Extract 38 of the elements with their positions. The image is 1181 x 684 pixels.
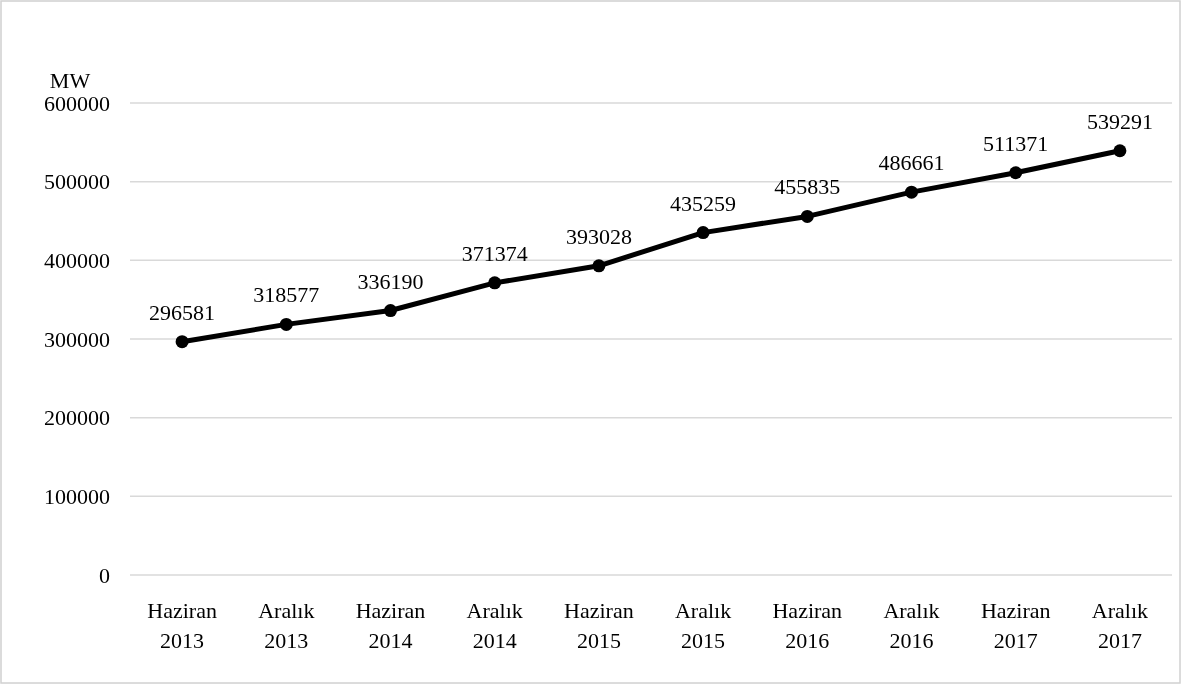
x-tick-label: Aralık 2016: [883, 598, 940, 653]
data-label: 393028: [565, 223, 632, 249]
x-tick-label: Aralık 2014: [466, 598, 523, 653]
point: [696, 226, 710, 240]
data-label: 511371: [983, 130, 1049, 156]
point: [175, 335, 189, 349]
y-tick-label: 500000: [44, 169, 110, 195]
data-label: 486661: [878, 150, 945, 176]
point: [800, 209, 814, 223]
y-tick-label: 300000: [44, 326, 110, 352]
point: [905, 185, 918, 199]
x-tick-label: Aralık 2015: [675, 598, 732, 653]
y-tick-label: 0: [99, 562, 110, 588]
data-label: 539291: [1086, 108, 1153, 134]
y-tick-label: 600000: [44, 90, 110, 116]
x-tick-label: Haziran 2016: [772, 598, 843, 653]
point: [1009, 166, 1023, 180]
point: [279, 317, 293, 331]
point: [592, 259, 606, 273]
x-tick-label: Haziran 2014: [355, 598, 426, 653]
data-label: 435259: [670, 190, 737, 216]
x-tick-label: Haziran 2017: [980, 598, 1051, 653]
x-tick-label: Haziran 2015: [564, 598, 634, 653]
x-tick-label: Aralık 2013: [258, 598, 315, 653]
point: [1113, 144, 1127, 158]
x-tick-label: Aralık 2017: [1091, 598, 1148, 653]
y-tick-label: 200000: [44, 405, 110, 431]
point: [488, 276, 502, 290]
x-tick-label: Haziran 2013: [147, 598, 217, 653]
y-tick-label: 100000: [44, 484, 110, 510]
data-label: 296581: [149, 299, 216, 325]
data-label: 455835: [774, 174, 841, 200]
y-tick-label: 400000: [44, 248, 110, 274]
y-axis-title: MW: [49, 68, 91, 93]
point: [384, 304, 397, 318]
data-label: 371374: [461, 240, 528, 266]
data-label: 318577: [253, 282, 320, 308]
data-label: 336190: [357, 268, 424, 294]
